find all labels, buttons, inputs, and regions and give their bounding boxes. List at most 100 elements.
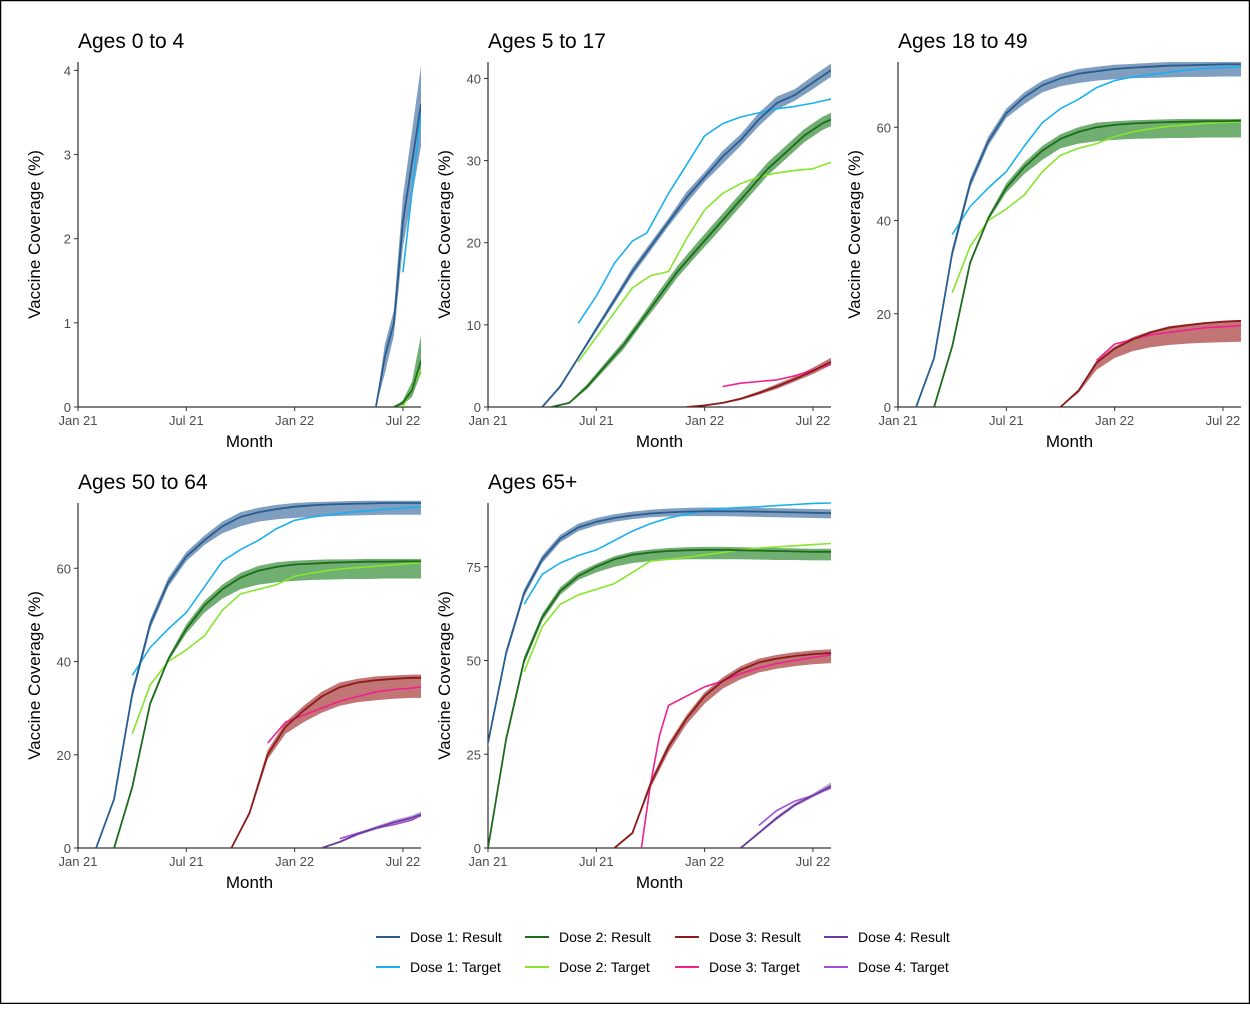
series-line-d1 <box>915 63 1241 407</box>
series-line-d1t <box>577 98 831 324</box>
panel-1: Ages 0 to 4 0 1 2 3 4 Jan 21 Jul 21 Jan 22 Jul 22… <box>25 30 421 451</box>
series-line-d1 <box>541 69 831 407</box>
series-line-d4 <box>740 785 831 848</box>
legend-item: Dose 1: Target <box>376 959 501 975</box>
panel-3: Ages 18 to 49 0 20 40 60 Jan 21 Jul 21 Jan 22 Ju… <box>845 30 1241 451</box>
y-axis-label: Vaccine Coverage (%) <box>435 591 454 760</box>
y-tick-label: 2 <box>64 232 71 247</box>
series-line-d1t <box>402 112 421 273</box>
legend-item: Dose 3: Target <box>675 959 800 975</box>
plot-area <box>541 63 831 407</box>
y-tick-label: 75 <box>467 560 481 575</box>
x-tick-label: Jan 21 <box>468 854 507 869</box>
series-line-d2t <box>131 561 421 735</box>
plot-area <box>95 500 421 848</box>
x-tick-label: Jul 22 <box>796 854 831 869</box>
series-line-d1t <box>523 502 831 605</box>
series-line-d2t <box>577 161 831 363</box>
x-tick-label: Jul 22 <box>1206 413 1241 428</box>
legend-label: Dose 3: Result <box>709 929 801 945</box>
x-tick-label: Jul 21 <box>579 413 614 428</box>
panel-title: Ages 5 to 17 <box>488 30 606 53</box>
series-line-d2 <box>393 360 421 407</box>
y-axis-label: Vaccine Coverage (%) <box>25 150 44 319</box>
series-line-d1 <box>375 103 421 407</box>
series-line-d3 <box>230 676 421 848</box>
legend: Dose 1: Result Dose 2: Result Dose 3: Resu… <box>376 929 950 975</box>
y-tick-label: 40 <box>467 71 481 86</box>
series-line-d2 <box>488 549 831 848</box>
series-line-d2 <box>933 119 1241 407</box>
x-axis-label: Month <box>226 873 273 892</box>
x-axis-label: Month <box>226 432 273 451</box>
series-line-d1t <box>951 65 1241 235</box>
y-tick-label: 20 <box>467 236 481 251</box>
y-tick-label: 10 <box>467 318 481 333</box>
y-tick-label: 3 <box>64 148 71 163</box>
x-tick-label: Jul 21 <box>169 854 204 869</box>
legend-item: Dose 2: Result <box>525 929 651 945</box>
legend-item: Dose 4: Target <box>824 959 949 975</box>
legend-label: Dose 1: Target <box>410 959 501 975</box>
x-tick-label: Jan 22 <box>1095 413 1134 428</box>
legend-label: Dose 4: Result <box>858 929 950 945</box>
y-tick-label: 40 <box>877 214 891 229</box>
ci-band-d1 <box>375 66 421 407</box>
y-tick-label: 25 <box>467 747 481 762</box>
plot-area <box>915 62 1241 407</box>
series-line-d4 <box>321 813 421 848</box>
y-tick-label: 0 <box>64 841 71 856</box>
panel-title: Ages 18 to 49 <box>898 30 1028 53</box>
series-line-d2t <box>523 542 831 673</box>
panel-title: Ages 50 to 64 <box>78 471 208 494</box>
x-axis-label: Month <box>1046 432 1093 451</box>
x-tick-label: Jul 22 <box>386 854 421 869</box>
y-tick-label: 40 <box>57 655 71 670</box>
x-tick-label: Jul 21 <box>989 413 1024 428</box>
ci-band-d2 <box>393 335 421 407</box>
series-line-d2 <box>113 560 421 848</box>
y-tick-label: 4 <box>64 63 71 78</box>
plot-area <box>488 502 831 848</box>
y-tick-label: 0 <box>884 400 891 415</box>
series-line-d3t <box>1096 324 1241 361</box>
series-line-d3 <box>686 360 831 407</box>
y-tick-label: 20 <box>877 307 891 322</box>
series-line-d1 <box>488 510 831 744</box>
legend-item: Dose 3: Result <box>675 929 801 945</box>
legend-item: Dose 1: Result <box>376 929 502 945</box>
x-tick-label: Jan 21 <box>58 854 97 869</box>
legend-label: Dose 3: Target <box>709 959 800 975</box>
y-tick-label: 20 <box>57 748 71 763</box>
x-tick-label: Jan 22 <box>275 854 314 869</box>
y-tick-label: 60 <box>877 120 891 135</box>
x-tick-label: Jul 22 <box>386 413 421 428</box>
panel-title: Ages 65+ <box>488 471 577 494</box>
series-line-d1 <box>95 502 421 848</box>
panels: Ages 0 to 4 0 1 2 3 4 Jan 21 Jul 21 Jan 22 Jul 22… <box>25 30 1241 892</box>
panel-2: Ages 5 to 17 0 10 20 30 40 Jan 21 Jul 21 Jan 22 J… <box>435 30 831 451</box>
y-tick-label: 1 <box>64 316 71 331</box>
y-axis-label: Vaccine Coverage (%) <box>845 150 864 319</box>
plot-area <box>375 66 421 407</box>
y-tick-label: 0 <box>474 841 481 856</box>
x-tick-label: Jan 21 <box>468 413 507 428</box>
series-line-d2 <box>551 118 831 407</box>
series-line-d3 <box>613 652 831 848</box>
legend-item: Dose 4: Result <box>824 929 950 945</box>
series-line-d4t <box>339 814 421 840</box>
ci-band-d3 <box>1060 320 1241 407</box>
x-tick-label: Jul 22 <box>796 413 831 428</box>
panel-5: Ages 65+ 0 25 50 75 Jan 21 Jul 21 Jan 22 Jul 22 M… <box>435 471 831 892</box>
x-tick-label: Jul 21 <box>579 854 614 869</box>
x-tick-label: Jan 22 <box>685 854 724 869</box>
ci-band-d3 <box>231 674 421 848</box>
series-line-d2t <box>951 120 1241 294</box>
series-line-d1t <box>131 505 421 676</box>
y-tick-label: 50 <box>467 654 481 669</box>
x-tick-label: Jan 22 <box>685 413 724 428</box>
y-axis-label: Vaccine Coverage (%) <box>435 150 454 319</box>
